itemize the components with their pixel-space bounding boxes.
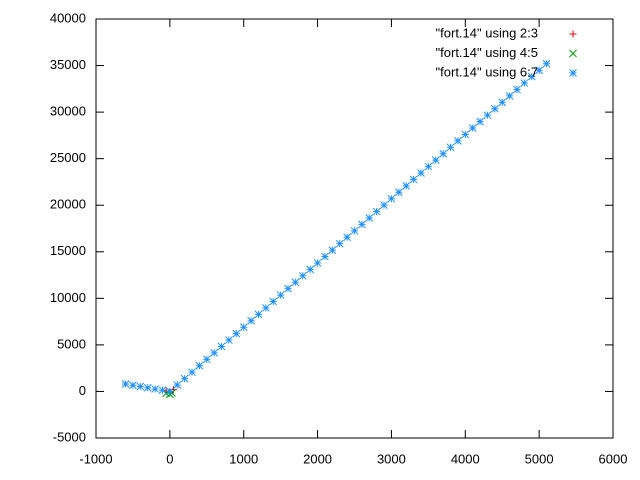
point — [380, 201, 388, 209]
x-tick-label: 1000 — [229, 451, 258, 466]
legend-label: "fort.14" using 2:3 — [436, 25, 538, 40]
point — [202, 355, 211, 364]
point — [313, 259, 322, 267]
point — [210, 349, 219, 357]
point — [136, 382, 145, 391]
point — [468, 124, 477, 132]
legend-label: "fort.14" using 4:5 — [436, 45, 538, 60]
point — [239, 323, 248, 332]
point — [173, 381, 182, 389]
point — [217, 342, 226, 351]
point — [446, 143, 455, 152]
point — [328, 246, 337, 254]
point — [276, 291, 285, 299]
x-tick-label: 5000 — [525, 451, 554, 466]
point — [424, 162, 433, 171]
point — [158, 386, 167, 395]
legend-label: "fort.14" using 6:7 — [436, 64, 538, 79]
point — [232, 329, 241, 338]
point — [321, 252, 329, 261]
point — [335, 239, 344, 248]
point — [402, 182, 411, 190]
y-tick-label: 5000 — [57, 336, 86, 351]
point — [431, 156, 440, 165]
y-tick-label: 10000 — [50, 290, 86, 305]
x-tick-label: 6000 — [599, 451, 628, 466]
point — [166, 387, 174, 396]
x-tick-label: -1000 — [79, 451, 112, 466]
point — [350, 226, 359, 235]
x-tick-label: 4000 — [451, 451, 480, 466]
point — [527, 72, 536, 81]
point — [129, 381, 137, 390]
point — [291, 278, 300, 287]
x-tick-label: 3000 — [377, 451, 406, 466]
plot-frame — [95, 18, 614, 439]
point — [180, 374, 189, 383]
point — [417, 169, 425, 177]
point — [490, 104, 499, 113]
point — [409, 175, 418, 184]
point — [476, 117, 484, 126]
point — [188, 368, 196, 377]
point — [195, 361, 204, 370]
point — [505, 92, 514, 100]
point — [269, 297, 278, 306]
point — [358, 220, 366, 229]
point — [262, 304, 270, 312]
legend-marker — [569, 30, 577, 38]
point — [306, 265, 315, 274]
point — [225, 336, 233, 344]
point — [461, 130, 470, 139]
point — [498, 98, 507, 107]
y-tick-label: 25000 — [50, 150, 86, 165]
point — [143, 383, 152, 392]
point — [343, 233, 351, 242]
y-tick-label: 30000 — [50, 104, 86, 119]
y-tick-label: -5000 — [53, 429, 86, 444]
point — [121, 380, 130, 388]
legend-marker — [569, 69, 577, 77]
point — [151, 385, 159, 393]
point — [542, 59, 551, 68]
point — [298, 271, 307, 280]
y-tick-label: 20000 — [50, 197, 86, 212]
point — [365, 214, 374, 222]
x-tick-label: 2000 — [303, 451, 332, 466]
x-tick-label: 0 — [166, 451, 173, 466]
point — [454, 137, 462, 145]
point — [535, 66, 543, 75]
point — [254, 310, 263, 319]
point — [520, 79, 529, 87]
legend-marker — [569, 49, 577, 58]
point — [394, 188, 403, 197]
point — [513, 85, 521, 94]
point — [372, 207, 381, 216]
point — [387, 194, 396, 203]
y-tick-label: 15000 — [50, 243, 86, 258]
point — [439, 149, 447, 158]
y-tick-label: 40000 — [50, 10, 86, 25]
point — [483, 111, 492, 120]
point — [284, 284, 292, 293]
y-tick-label: 35000 — [50, 57, 86, 72]
y-tick-label: 0 — [79, 383, 86, 398]
point — [247, 316, 255, 325]
